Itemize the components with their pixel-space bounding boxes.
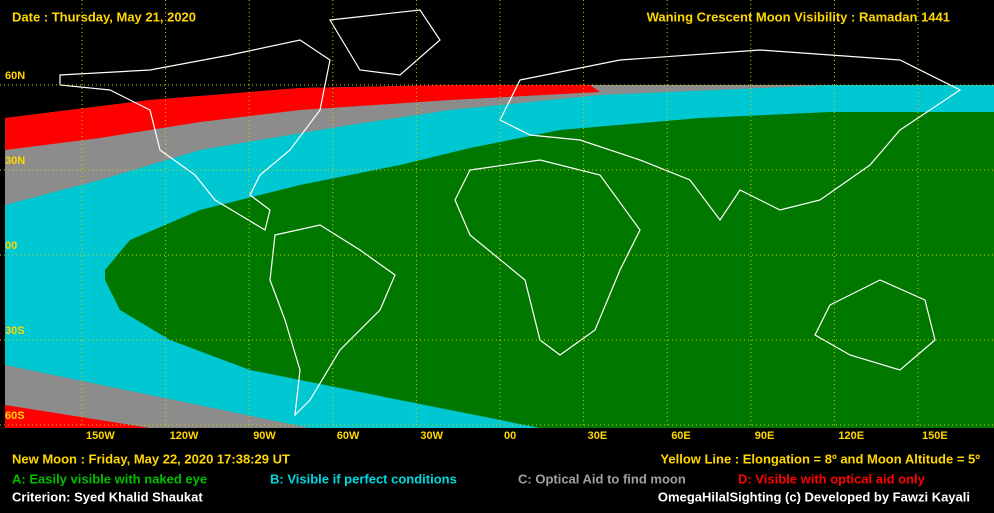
legend-a: A: Easily visible with naked eye: [12, 471, 207, 486]
south-america: [269, 224, 396, 417]
lon-label: 90E: [755, 430, 775, 442]
lat-label: 60N: [5, 70, 25, 82]
zone-d-south: [5, 405, 150, 428]
lon-label: 150E: [922, 430, 948, 442]
criterion: Criterion: Syed Khalid Shaukat: [12, 489, 203, 504]
lat-label: 30S: [5, 325, 25, 337]
new-moon: New Moon : Friday, May 22, 2020 17:38:29…: [12, 451, 290, 466]
legend-c: C: Optical Aid to find moon: [518, 471, 686, 486]
legend-d: D: Visible with optical aid only: [738, 471, 926, 486]
zone-d-north: [5, 85, 600, 150]
lon-label: 30W: [420, 430, 443, 442]
north-america: [59, 39, 331, 231]
zone-a: [105, 112, 994, 428]
lon-label: 60E: [671, 430, 691, 442]
yellow-line-note: Yellow Line : Elongation = 8º and Moon A…: [660, 451, 980, 466]
lon-label: 00: [504, 430, 516, 442]
lon-label: 60W: [337, 430, 360, 442]
date: Date : Thursday, May 21, 2020: [12, 9, 196, 24]
lat-label: 30N: [5, 155, 25, 167]
legend-b: B: Visible if perfect conditions: [270, 471, 457, 486]
lon-label: 120E: [838, 430, 864, 442]
graticule: [0, 0, 994, 428]
lat-label: 00: [5, 240, 17, 252]
lon-label: 120W: [170, 430, 199, 442]
eurasia: [499, 49, 962, 222]
map-title: Waning Crescent Moon Visibility : Ramada…: [647, 9, 950, 24]
greenland: [329, 9, 441, 76]
africa: [454, 159, 641, 356]
lon-label: 150W: [86, 430, 115, 442]
lon-label: 30E: [588, 430, 608, 442]
credit: OmegaHilalSighting (c) Developed by Fawz…: [658, 489, 970, 504]
coastlines: [59, 9, 962, 417]
lat-label: 60S: [5, 410, 25, 422]
australia: [814, 279, 936, 371]
lon-label: 90W: [253, 430, 276, 442]
